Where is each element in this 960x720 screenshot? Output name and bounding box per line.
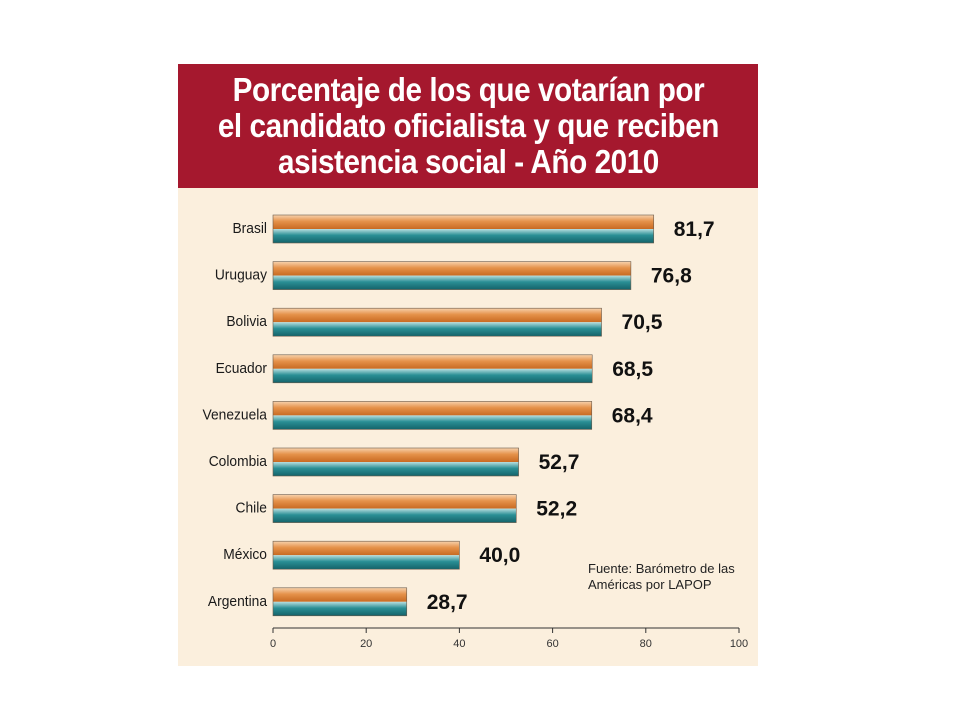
- bar-outline: [272, 261, 632, 290]
- value-label: 52,7: [539, 451, 580, 474]
- value-label: 40,0: [479, 544, 520, 567]
- bar-teal: [273, 275, 631, 290]
- x-tick-label: 60: [546, 638, 558, 650]
- category-label: Bolivia: [226, 314, 268, 331]
- value-label: 28,7: [427, 591, 468, 614]
- value-label: 68,4: [612, 404, 653, 427]
- bar-outline: [272, 214, 655, 244]
- bar-orange: [273, 215, 654, 229]
- bar-outline: [272, 354, 593, 384]
- category-label: Venezuela: [203, 407, 268, 424]
- x-tick-label: 80: [640, 638, 652, 650]
- category-label: Colombia: [209, 454, 268, 471]
- category-label: Uruguay: [215, 267, 268, 284]
- source-note: Fuente: Barómetro de las Américas por LA…: [588, 561, 735, 592]
- value-label: 76,8: [651, 265, 692, 288]
- bar-orange: [273, 541, 460, 556]
- bar-outline: [272, 401, 593, 430]
- bar-orange: [273, 494, 517, 509]
- bar-outline: [272, 587, 408, 617]
- bar-outline: [272, 494, 517, 523]
- bar-orange: [273, 401, 592, 416]
- x-tick-label: 0: [270, 638, 276, 650]
- bar-teal: [273, 229, 654, 243]
- x-tick-label: 20: [360, 638, 372, 650]
- bar-teal: [273, 508, 517, 523]
- bar-orange: [273, 354, 593, 369]
- value-label: 52,2: [536, 498, 577, 521]
- bar-teal: [273, 601, 407, 616]
- bar-orange: [273, 448, 519, 462]
- bar-teal: [273, 415, 592, 430]
- category-label: Chile: [236, 500, 267, 517]
- bar-teal: [273, 462, 519, 476]
- bar-orange: [273, 308, 602, 323]
- bar-teal: [273, 555, 460, 570]
- bar-chart: Brasil 81,7 Uruguay 76,8 Bolivia 70,5 Ecuador 6…: [203, 214, 748, 650]
- chart-title: Porcentaje de los que votarían por el ca…: [217, 71, 719, 180]
- value-label: 70,5: [622, 311, 663, 334]
- bar-orange: [273, 587, 407, 602]
- value-label: 68,5: [612, 358, 653, 381]
- x-tick-label: 100: [730, 638, 748, 650]
- x-tick-label: 40: [453, 638, 465, 650]
- bar-outline: [272, 540, 460, 570]
- chart-header: Porcentaje de los que votarían por el ca…: [178, 64, 758, 188]
- category-label: Ecuador: [216, 360, 268, 377]
- bar-teal: [273, 322, 602, 337]
- bar-orange: [273, 261, 631, 276]
- category-label: Argentina: [208, 593, 268, 610]
- bar-outline: [272, 447, 519, 477]
- chart-card: Porcentaje de los que votarían por el ca…: [178, 64, 758, 666]
- bar-teal: [273, 368, 593, 383]
- bar-outline: [272, 307, 602, 337]
- category-label: México: [223, 547, 267, 564]
- value-label: 81,7: [674, 218, 715, 241]
- category-label: Brasil: [232, 221, 267, 238]
